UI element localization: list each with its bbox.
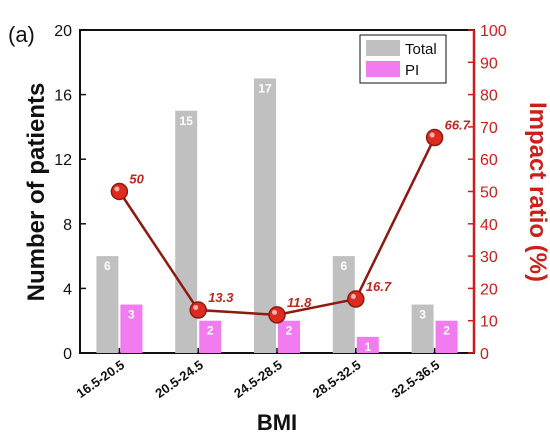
impact-point-highlight <box>272 309 277 315</box>
bar-value-label-total: 3 <box>419 308 426 322</box>
right-tick-label: 20 <box>480 281 498 298</box>
bar-total <box>411 304 434 353</box>
left-tick-label: 20 <box>54 23 72 40</box>
legend-label-pi: PI <box>405 62 419 79</box>
bar-pi <box>199 320 222 353</box>
bar-value-label-total: 15 <box>180 114 194 128</box>
impact-value-label: 66.7 <box>445 118 471 133</box>
legend-swatch-total <box>366 40 400 56</box>
bar-total <box>332 256 355 353</box>
impact-value-label: 11.8 <box>287 295 312 310</box>
right-tick-label: 90 <box>480 55 498 72</box>
x-tick-label: 24.5-28.5 <box>231 357 285 401</box>
x-tick-label: 28.5-32.5 <box>310 357 364 401</box>
bar-pi <box>435 320 458 353</box>
right-tick-label: 80 <box>480 88 498 105</box>
left-tick-label: 12 <box>54 152 72 169</box>
x-tick-label: 32.5-36.5 <box>389 357 443 401</box>
bar-value-label-pi: 2 <box>207 324 214 338</box>
impact-point <box>268 306 286 324</box>
right-axis: 0 10 20 30 40 50 60 70 80 90 100 <box>468 23 507 363</box>
impact-point-highlight <box>429 132 435 138</box>
right-tick-label: 60 <box>480 152 498 169</box>
legend-label-total: Total <box>405 41 437 58</box>
x-tick-label: 16.5-20.5 <box>74 357 128 401</box>
x-tick-label: 20.5-24.5 <box>152 357 206 401</box>
impact-point <box>425 128 444 147</box>
right-tick-label: 40 <box>480 217 498 234</box>
legend: Total PI <box>359 34 447 84</box>
bar-value-label-pi: 3 <box>128 308 135 322</box>
impact-point <box>110 182 129 201</box>
impact-point-highlight <box>193 305 199 311</box>
left-tick-label: 16 <box>54 88 72 105</box>
bar-value-label-pi: 2 <box>443 324 450 338</box>
impact-point <box>347 290 365 308</box>
right-tick-label: 50 <box>480 185 498 202</box>
right-tick-label: 100 <box>480 23 507 40</box>
impact-point-highlight <box>114 186 120 192</box>
impact-value-label: 50 <box>129 172 144 187</box>
impact-point-highlight <box>350 294 356 300</box>
bar-value-label-pi: 1 <box>364 340 371 354</box>
bar-pi <box>120 304 143 353</box>
bar-total <box>96 256 119 353</box>
bar-value-label-total: 6 <box>340 259 347 273</box>
right-tick-label: 30 <box>480 249 498 266</box>
bars-layer: 6 15 17 6 3 3 2 2 1 2 <box>96 78 458 354</box>
left-tick-label: 0 <box>63 346 72 363</box>
bar-pi <box>356 336 379 353</box>
right-tick-label: 0 <box>480 346 489 363</box>
bar-value-label-pi: 2 <box>286 324 293 338</box>
right-tick-label: 70 <box>480 120 498 137</box>
y-axis-title-right: Impact ratio (%) <box>524 102 550 282</box>
left-tick-label: 8 <box>63 217 72 234</box>
bar-total <box>254 78 276 353</box>
left-tick-label: 4 <box>63 281 72 298</box>
y-axis-title-left: Number of patients <box>23 83 50 302</box>
legend-swatch-pi <box>366 61 400 77</box>
x-axis-title: BMI <box>257 410 297 435</box>
bar-value-label-total: 6 <box>104 259 111 273</box>
bar-pi <box>278 320 300 353</box>
impact-value-label: 13.3 <box>208 290 234 305</box>
bar-total <box>175 110 198 353</box>
impact-line-layer: 50 13.3 11.8 16.7 66.7 <box>110 118 471 324</box>
left-axis: 0 4 8 12 16 20 <box>54 23 86 363</box>
bar-value-label-total: 17 <box>258 81 272 95</box>
x-axis: 16.5-20.5 20.5-24.5 24.5-28.5 28.5-32.5 32.5… <box>74 348 443 401</box>
impact-value-label: 16.7 <box>366 279 392 294</box>
impact-point <box>189 301 207 319</box>
panel-label: (a) <box>8 22 35 47</box>
right-tick-label: 10 <box>480 314 498 331</box>
